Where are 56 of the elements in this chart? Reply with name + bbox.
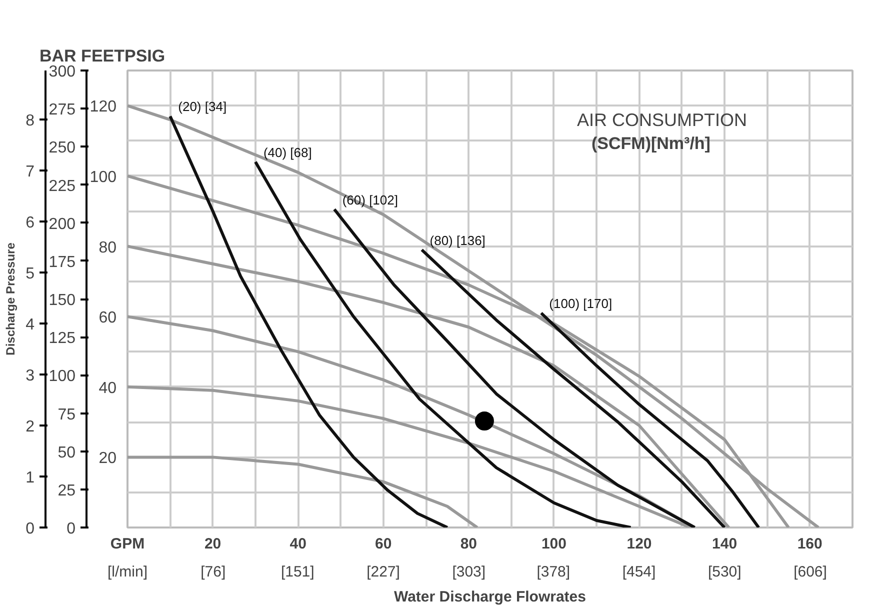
x2-tick-label: [l/min] — [108, 564, 148, 580]
y2-tick-label: 275 — [48, 102, 76, 119]
y2-tick-label: 150 — [48, 292, 76, 309]
x-axis-title: Water Discharge Flowrates — [394, 588, 586, 606]
y2-tick-label: 300 — [48, 64, 76, 80]
y3-tick-label: 5 — [26, 265, 35, 282]
x-tick-label: 160 — [797, 536, 822, 552]
y-tick-label: 40 — [98, 380, 117, 397]
y2-tick-label: 75 — [58, 406, 76, 424]
x-tick-label: 40 — [290, 536, 306, 552]
y3-tick-label: 7 — [26, 163, 35, 180]
y2-tick-label: 250 — [48, 140, 76, 157]
x2-tick-label: [303] — [452, 564, 486, 580]
x-tick-label: 80 — [460, 536, 478, 552]
x-tick-label: 60 — [375, 536, 392, 552]
x2-tick-label: [454] — [622, 564, 656, 580]
x-tick-label: GPM — [110, 536, 145, 552]
series-label: (40) [68] — [263, 144, 312, 160]
y2-tick-label: 175 — [48, 254, 76, 271]
annotation: (SCFM)[Nm³/h] — [592, 134, 710, 153]
y2-tick-label: 0 — [66, 520, 76, 538]
y2-tick-label: 25 — [58, 482, 76, 500]
y2-tick-label: 200 — [48, 216, 76, 233]
x-tick-label: 140 — [712, 536, 738, 552]
y3-tick-label: 0 — [26, 520, 35, 538]
y2-tick-label: 125 — [48, 330, 76, 348]
annotation: AIR CONSUMPTION — [577, 110, 748, 130]
y-tick-label: 120 — [90, 98, 117, 116]
y3-tick-label: 3 — [26, 367, 35, 384]
y3-tick-label: 4 — [26, 316, 35, 334]
y2-tick-label: 50 — [58, 444, 76, 462]
y3-axis-title: Discharge Pressure — [4, 242, 18, 356]
y-tick-label: 20 — [98, 450, 117, 468]
text: BAR FEETPSIG — [40, 46, 166, 66]
x2-tick-label: [378] — [536, 564, 570, 580]
y-tick-label: 80 — [98, 239, 117, 256]
x-tick-label: 20 — [204, 536, 222, 552]
y3-tick-label: 1 — [26, 469, 35, 486]
y3-tick-label: 6 — [26, 214, 35, 232]
series-label: (100) [170] — [549, 296, 612, 312]
x2-tick-label: [606] — [794, 564, 827, 580]
x-tick-label: 100 — [541, 536, 566, 552]
x2-tick-label: [530] — [708, 564, 742, 580]
y2-tick-label: 225 — [48, 178, 76, 195]
y-tick-label: 60 — [98, 310, 117, 327]
series-label: (80) [136] — [430, 232, 486, 248]
x2-tick-label: [151] — [280, 564, 314, 580]
x2-tick-label: [76] — [200, 564, 226, 580]
y3-tick-label: 8 — [26, 112, 35, 130]
y-tick-label: 100 — [90, 168, 117, 186]
x-tick-label: 120 — [626, 536, 652, 552]
series-label: (60) [102] — [342, 192, 398, 208]
series-label: (20) [34] — [178, 99, 227, 114]
y2-tick-label: 100 — [48, 368, 76, 386]
x2-tick-label: [227] — [366, 564, 400, 580]
y3-tick-label: 2 — [26, 418, 35, 436]
